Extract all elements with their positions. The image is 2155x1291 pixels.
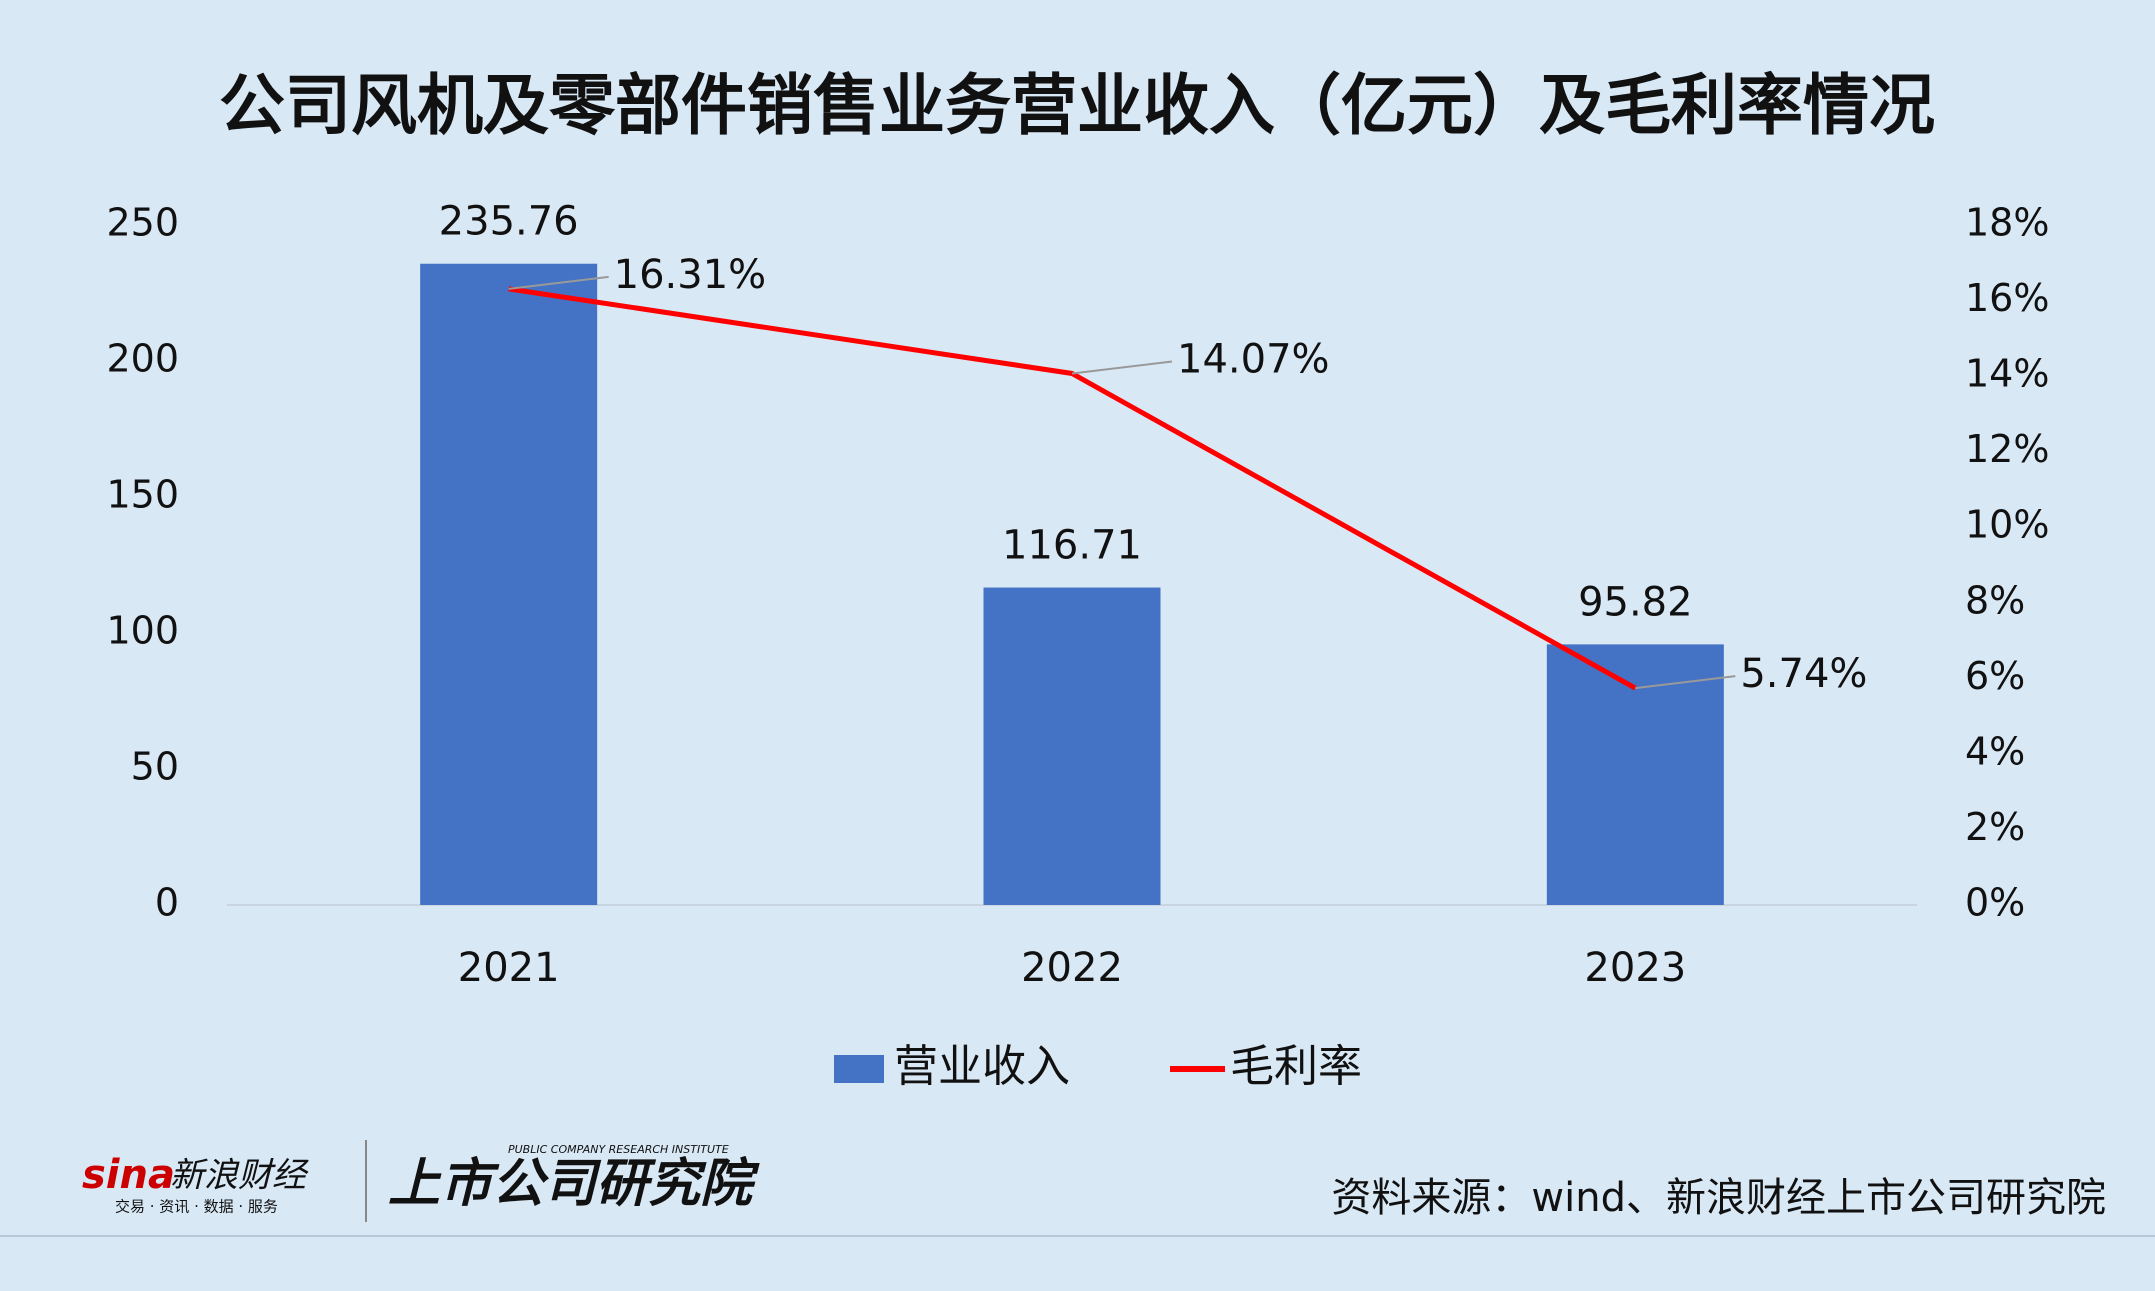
y2-tick-label: 16% [1965,276,2049,320]
source-note: 资料来源：wind、新浪财经上市公司研究院 [1331,1175,2106,1221]
institute-en: PUBLIC COMPANY RESEARCH INSTITUTE [508,1143,729,1156]
y2-tick-label: 4% [1965,729,2025,773]
x-tick-label: 2021 [458,945,560,991]
x-tick-label: 2023 [1584,945,1686,991]
legend-label: 毛利率 [1230,1041,1362,1092]
y2-tick-label: 14% [1965,352,2049,396]
bar-value-label: 235.76 [439,199,579,245]
sina-logo: sina [82,1152,175,1198]
y2-tick-label: 10% [1965,503,2049,547]
bar-value-label: 95.82 [1578,579,1693,625]
chart-title: 公司风机及零部件销售业务营业收入（亿元）及毛利率情况 [219,67,1935,144]
y-tick-label: 150 [106,473,179,517]
sina-slogan: 交易 · 资讯 · 数据 · 服务 [115,1198,278,1216]
bar-value-label: 116.71 [1002,523,1142,569]
legend-swatch [834,1055,884,1083]
y-tick-label: 100 [106,609,179,653]
line-value-label: 14.07% [1177,336,1330,382]
y2-tick-label: 18% [1965,201,2049,245]
y2-tick-label: 6% [1965,654,2025,698]
y2-tick-label: 8% [1965,578,2025,622]
institute-logo: 上市公司研究院 [388,1154,760,1214]
bar [1546,644,1724,905]
leader-line [1635,675,1736,690]
y-tick-label: 0 [155,881,179,925]
line [508,286,1637,691]
x-tick-label: 2022 [1021,945,1123,991]
line-value-label: 5.74% [1740,651,1867,697]
legend-label: 营业收入 [894,1041,1070,1092]
leader-line [1071,360,1173,375]
line-value-label: 16.31% [614,252,767,298]
y2-tick-label: 2% [1965,805,2025,849]
y2-tick-label: 0% [1965,881,2025,925]
y-tick-label: 50 [131,745,179,789]
bar [420,263,598,905]
leader-line [508,275,609,290]
bar [983,587,1161,905]
y-tick-label: 250 [106,201,179,245]
sina-name: 新浪财经 [170,1156,309,1196]
y-tick-label: 200 [106,337,179,381]
y2-tick-label: 12% [1965,427,2049,471]
